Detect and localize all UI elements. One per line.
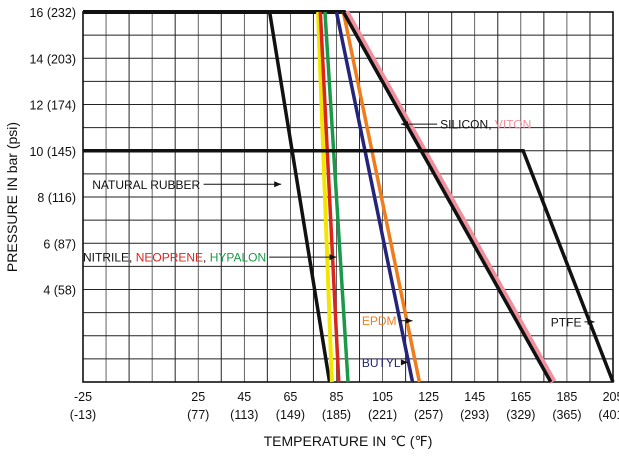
annotation-part: NITRILE [83,251,129,265]
annotation-part: HYPALON [210,251,266,265]
x-tick-label: 85 [330,390,344,404]
x-tick-sublabel: (113) [230,408,258,422]
y-tick-label: 12 (174) [29,99,76,113]
y-tick-label: 8 (116) [37,191,76,205]
annotation-part: PTFE [551,315,582,329]
annotation-part: , [203,251,210,265]
x-tick-sublabel: (-13) [70,408,96,422]
x-tick-label: 125 [418,390,439,404]
y-tick-label: 4 (58) [43,284,76,298]
annotation-part: BUTYL [362,356,401,370]
series-line-neoprene [318,11,341,383]
x-tick-sublabel: (365) [552,408,581,422]
annotation-epdm: EPDM [362,314,397,328]
annotation-part: EPDM [362,314,397,328]
x-tick-sublabel: (293) [460,408,489,422]
annotation-nitrile-neoprene-hypalon: NITRILE, NEOPRENE, HYPALON [83,251,266,265]
y-axis-label: PRESSURE IN bar (psi) [4,122,20,272]
series-line-natural-rubber [267,11,332,383]
x-tick-label: -25 [74,390,92,404]
annotation-silicon-viton: SILICON, VITON [440,118,531,132]
annotation-part: , [488,118,495,132]
series-line-silicon [341,11,553,383]
tick-labels: -25 (-13) 25 (77) 45 (113) 65 (149) 85 (185) 105 (2… [29,6,619,422]
annotation-natural-rubber: NATURAL RUBBER [92,178,200,192]
annotation-ptfe: PTFE [551,315,582,329]
x-tick-sublabel: (221) [368,408,397,422]
y-tick-label: 14 (203) [29,52,76,66]
annotation-part: NEOPRENE [136,251,203,265]
series-lines [83,10,615,384]
annotation-arrowhead [587,318,595,325]
annotation-part: , [129,251,136,265]
annotation-part: NATURAL RUBBER [92,178,200,192]
x-tick-label: 145 [464,390,485,404]
annotation-arrowhead [400,359,408,366]
x-tick-sublabel: (257) [414,408,443,422]
annotation-arrowhead [401,121,408,128]
x-tick-label: 45 [237,390,251,404]
x-tick-label: 25 [191,390,205,404]
x-tick-label: 205 [603,390,619,404]
annotations: NATURAL RUBBER NITRILE, NEOPRENE, HYPALON… [83,118,595,370]
x-tick-label: 65 [283,390,297,404]
x-tick-sublabel: (77) [187,408,209,422]
annotation-arrowhead [405,317,413,324]
x-tick-sublabel: (329) [506,408,535,422]
y-tick-label: 6 (87) [43,237,76,251]
annotation-arrowhead [274,181,282,188]
series-line-hypalon [323,11,350,383]
x-tick-sublabel: (185) [322,408,351,422]
x-axis-label: TEMPERATURE IN ℃ (℉) [264,433,433,449]
x-tick-label: 185 [556,390,577,404]
series-line-nitrile [316,11,334,383]
annotation-part: VITON [495,118,531,132]
x-tick-label: 105 [372,390,393,404]
series-line-viton [342,10,557,384]
series-line-ptfe [83,149,615,383]
annotation-part: SILICON [440,118,488,132]
x-tick-sublabel: (149) [276,408,305,422]
y-tick-label: 16 (232) [29,6,76,20]
x-tick-sublabel: (401) [598,408,619,422]
x-tick-label: 165 [510,390,531,404]
y-tick-label: 10 (145) [29,145,76,159]
annotation-butyl: BUTYL [362,356,401,370]
annotation-arrowhead [329,254,337,261]
